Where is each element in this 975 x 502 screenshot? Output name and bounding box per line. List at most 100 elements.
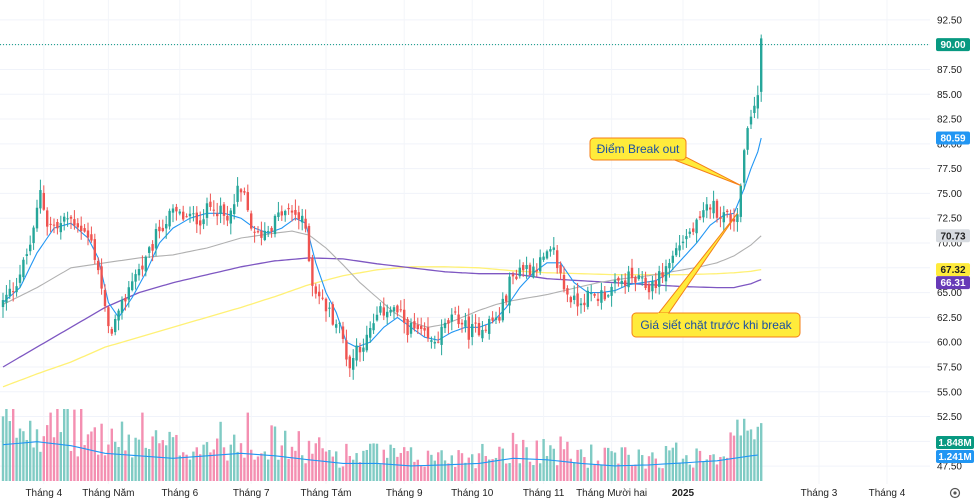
candle-body [205, 203, 209, 218]
y-tick-label: 75.00 [937, 189, 962, 200]
volume-bar [69, 450, 73, 481]
candle-body [199, 220, 202, 226]
candle-body [246, 192, 249, 211]
volume-bar [549, 445, 552, 481]
candle-body [185, 216, 188, 218]
candle-body [328, 307, 331, 309]
candle-body [222, 204, 226, 216]
x-tick-label: Tháng 3 [801, 488, 838, 499]
candle-body [165, 224, 168, 229]
candle-body [573, 295, 576, 300]
volume-bar [267, 459, 270, 481]
volume-bar [195, 447, 198, 481]
volume-bar [52, 437, 56, 481]
candle-body [460, 322, 464, 325]
volume-bar [477, 453, 481, 481]
volume-bar [171, 437, 175, 481]
x-tick-label: Tháng 4 [25, 488, 62, 499]
price-tag [936, 276, 970, 290]
volume-bar [760, 423, 763, 481]
candle-body [753, 105, 756, 114]
volume-bar [715, 464, 719, 481]
y-tick-label: 77.50 [937, 164, 962, 175]
candle-body [324, 298, 328, 312]
candle-body [12, 291, 15, 293]
candle-body [188, 213, 192, 217]
candle-body [311, 257, 314, 286]
candle-body [515, 276, 518, 279]
volume-bar [222, 447, 226, 481]
volume-bar [545, 455, 549, 481]
y-tick-label: 60.00 [937, 338, 962, 349]
candle-body [552, 247, 555, 250]
candle-body [477, 322, 481, 336]
volume-bar [270, 425, 273, 481]
volume-bar [352, 459, 355, 481]
candle-body [668, 263, 671, 269]
volume-bar [613, 452, 617, 481]
volume-bar [76, 456, 79, 481]
volume-bar [137, 439, 141, 481]
candle-body [440, 326, 443, 345]
volume-bar [739, 435, 742, 481]
volume-bar [335, 451, 338, 481]
candle-body [423, 327, 426, 331]
volume-bar [151, 436, 154, 481]
volume-bar [709, 455, 712, 481]
price-tag [936, 38, 970, 52]
candle-body [93, 239, 96, 260]
volume-bar [671, 447, 674, 481]
candle-body [481, 329, 484, 339]
candle-body [392, 307, 396, 312]
ma-short-blue-line [2, 137, 762, 348]
volume-bar [5, 409, 8, 481]
volume-bar [178, 455, 181, 481]
candle-body [739, 185, 742, 217]
candle-body [239, 189, 243, 193]
volume-bar [498, 446, 501, 481]
candle-body [114, 318, 117, 333]
candle-body [736, 214, 739, 223]
candle-body [171, 208, 175, 213]
volume-bar [297, 431, 300, 481]
volume-bar [233, 434, 236, 481]
volume-bar [256, 456, 260, 481]
volume-bar [569, 458, 572, 481]
volume-bar [423, 466, 426, 481]
volume-bar [698, 450, 702, 481]
volume-bar [290, 446, 294, 481]
candle-body [627, 271, 630, 288]
volume-bar [681, 458, 685, 481]
volume-bar [158, 443, 161, 481]
volume-bar [263, 451, 266, 481]
gear-icon[interactable] [949, 487, 961, 499]
candle-body [386, 311, 389, 318]
candle-body [579, 303, 583, 306]
candle-body [511, 274, 515, 277]
volume-bar [688, 464, 691, 481]
y-tick-label: 52.50 [937, 412, 962, 423]
candle-body [671, 255, 674, 263]
volume-bar [617, 463, 620, 481]
volume-bar [389, 444, 392, 481]
volume-bar [246, 412, 249, 481]
volume-bar [736, 419, 739, 481]
y-tick-label: 47.50 [937, 462, 962, 473]
volume-bar [518, 463, 521, 481]
candle-body [355, 345, 358, 361]
candle-body [590, 293, 593, 295]
volume-tag-label: 1.241M [938, 452, 971, 463]
volume-bar [307, 440, 311, 481]
candle-body [219, 205, 222, 214]
candle-body [229, 210, 232, 224]
candle-body [192, 213, 195, 215]
volume-bar [287, 458, 290, 481]
volume-tag [936, 450, 974, 463]
candle-body [396, 305, 399, 313]
candle-body [613, 280, 617, 284]
candle-body [535, 269, 538, 272]
candle-body [661, 272, 664, 278]
candle-body [182, 211, 185, 220]
volume-bar [756, 426, 759, 481]
